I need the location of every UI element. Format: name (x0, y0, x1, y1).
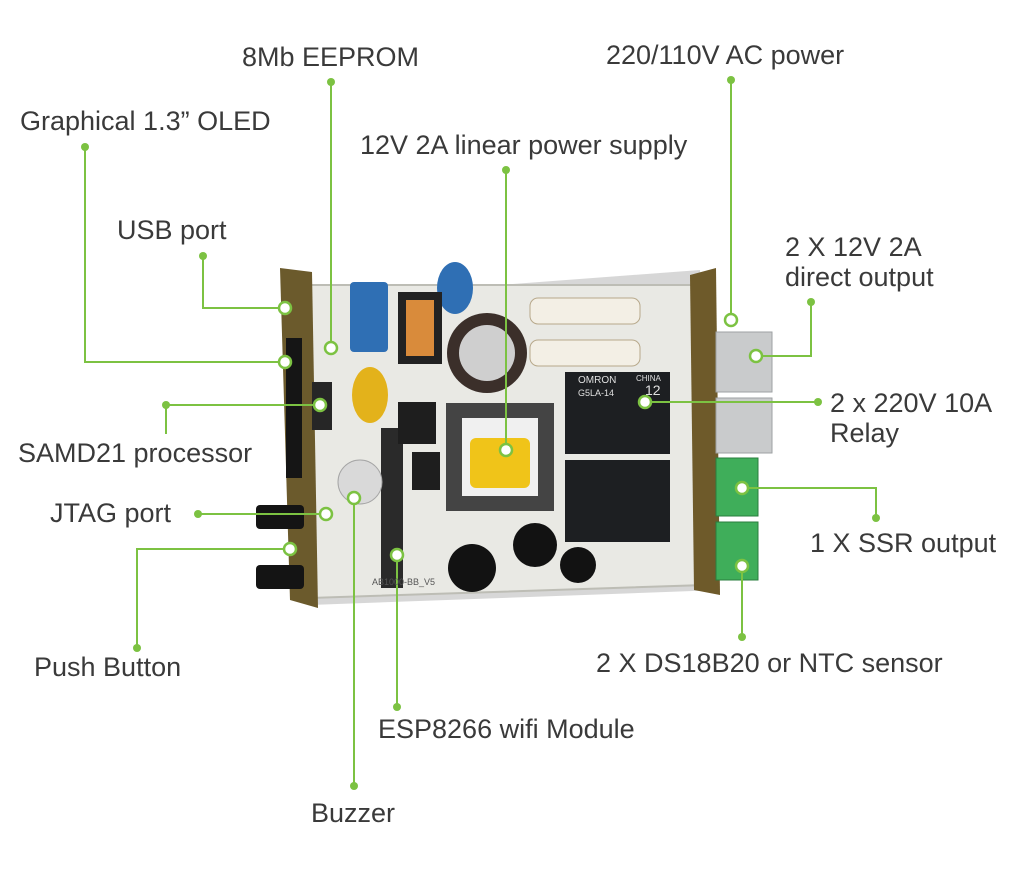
label-jtag: JTAG port (50, 498, 172, 528)
push-button-2 (256, 565, 304, 589)
label-relay-line2: Relay (830, 418, 900, 448)
label-direct-output: 2 X 12V 2A direct output (785, 232, 934, 292)
inductor-coil (406, 300, 434, 356)
label-oled: Graphical 1.3” OLED (20, 106, 271, 136)
regulator-chip (398, 402, 436, 444)
oled-screen (286, 338, 302, 478)
push-button-1 (256, 505, 304, 529)
relay-brand-text: OMRON (578, 375, 617, 386)
label-usb: USB port (117, 215, 227, 245)
leader-oled (84, 147, 285, 363)
blue-varistor (437, 262, 473, 314)
output-capacitor-1 (448, 544, 496, 592)
terminal-relay (715, 397, 773, 454)
label-ssr: 1 X SSR output (810, 528, 997, 558)
label-eeprom: 8Mb EEPROM (242, 42, 420, 72)
fuse-2 (529, 339, 641, 367)
relay-1 (565, 372, 670, 454)
leader-push-button (136, 548, 290, 648)
leader-ssr (742, 487, 877, 518)
relay-model-text: G5LA-14 (578, 388, 615, 398)
side-panel (690, 268, 720, 595)
driver-chip (412, 452, 440, 490)
label-buzzer: Buzzer (311, 798, 396, 828)
terminal-sensor (715, 521, 759, 581)
label-ac-power: 220/110V AC power (606, 40, 845, 70)
leader-direct-output (756, 302, 812, 357)
output-capacitor-2 (513, 523, 557, 567)
label-direct-output-line1: 2 X 12V 2A (785, 232, 922, 262)
label-sensor: 2 X DS18B20 or NTC sensor (596, 648, 943, 678)
relay-voltage-text: 12 (645, 382, 661, 398)
label-samd21: SAMD21 processor (18, 438, 253, 468)
label-esp8266: ESP8266 wifi Module (378, 714, 635, 744)
bulk-capacitor-top (459, 325, 515, 381)
fuse-1 (529, 297, 641, 325)
yellow-capacitor (352, 367, 388, 423)
label-relay-line1: 2 x 220V 10A (830, 388, 993, 418)
relay-2 (565, 460, 670, 542)
label-psu: 12V 2A linear power supply (360, 130, 688, 160)
label-push-button: Push Button (34, 652, 182, 682)
relay-region-text: CHINA (636, 374, 661, 383)
leader-usb (202, 256, 285, 309)
label-direct-output-line2: direct output (785, 262, 934, 292)
output-capacitor-3 (560, 547, 596, 583)
leader-endpoints (81, 76, 880, 790)
esp8266-module (381, 428, 403, 588)
blue-capacitor (350, 282, 388, 352)
pcb-marking-text: AB1000-BB_V5 (372, 577, 436, 587)
terminal-direct-output (715, 331, 773, 393)
transformer-winding (470, 438, 530, 488)
label-relay: 2 x 220V 10A Relay (830, 388, 992, 448)
leader-targets (277, 300, 764, 574)
